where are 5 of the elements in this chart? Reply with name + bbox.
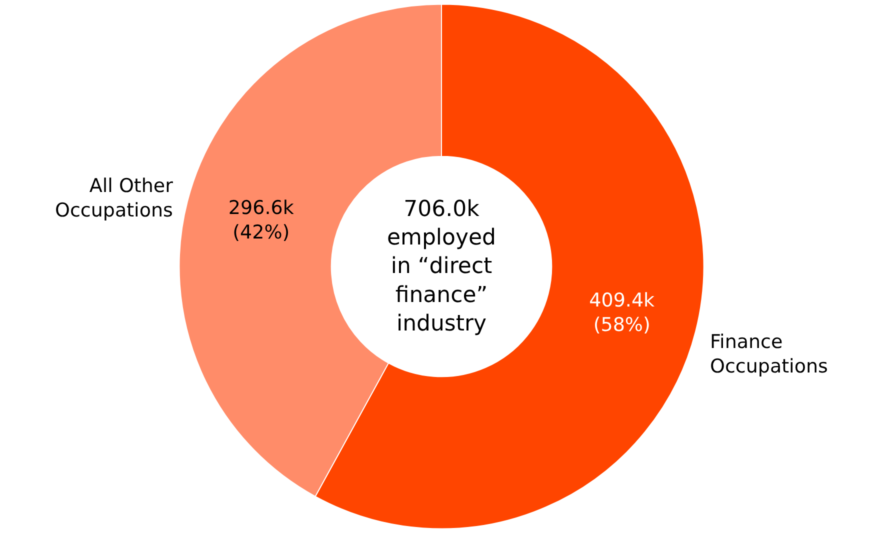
slice-label: All Other Occupations [55,175,174,222]
text: 706.0k employed in “direct finance” industry [387,197,496,336]
data-label: 296.6k (42%) [228,196,294,244]
data-label: 409.4k (58%) [589,289,655,336]
slice-label: Finance Occupations [710,331,828,378]
